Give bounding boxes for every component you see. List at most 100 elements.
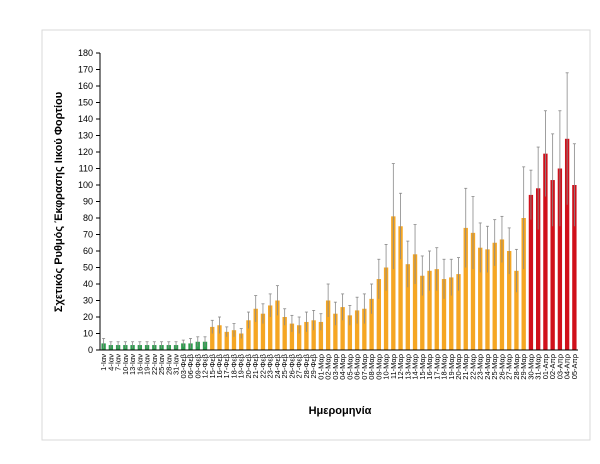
x-tick-label: 04-Απρ xyxy=(563,354,572,379)
bar xyxy=(528,194,534,350)
bar xyxy=(217,325,222,350)
x-tick-label: 16-Μαρ xyxy=(425,354,434,380)
x-tick-label: 06-Φεβ xyxy=(186,353,195,378)
x-tick-label: 02-Μαρ xyxy=(324,354,333,380)
x-tick-label: 19-Μαρ xyxy=(447,354,456,380)
bar xyxy=(376,279,382,350)
x-tick-label: 05-Μαρ xyxy=(345,354,354,380)
x-tick-label: 10-Μαρ xyxy=(382,354,391,380)
bar xyxy=(362,308,367,350)
bar xyxy=(347,315,353,350)
y-tick-label: 160 xyxy=(78,81,93,91)
x-tick-label: 31-Μαρ xyxy=(534,354,543,380)
x-tick-label: 31-Ιαν xyxy=(172,354,181,375)
x-tick-label: 12-Μαρ xyxy=(396,354,405,380)
x-tick-label: 26-Φεβ xyxy=(287,353,296,378)
x-tick-label: 23-Μαρ xyxy=(476,354,485,380)
bar xyxy=(304,321,309,350)
x-tick-label: 27-Μαρ xyxy=(505,354,514,380)
y-tick-label: 40 xyxy=(83,279,93,289)
x-tick-label: 14-Μαρ xyxy=(411,354,420,380)
bar xyxy=(369,298,374,350)
bar xyxy=(253,308,258,350)
y-tick-label: 50 xyxy=(83,263,93,273)
x-tick-label: 02-Απρ xyxy=(548,354,557,379)
x-tick-label: 03-Απρ xyxy=(555,354,564,379)
bar xyxy=(550,180,555,350)
x-tick-label: 04-Μαρ xyxy=(338,354,347,380)
x-tick-label: 30-Μαρ xyxy=(526,354,535,380)
bar xyxy=(557,168,563,350)
bar xyxy=(492,242,497,350)
bar xyxy=(478,247,483,350)
y-tick-label: 150 xyxy=(78,98,93,108)
x-tick-label: 09-Μαρ xyxy=(374,354,383,380)
bar xyxy=(564,138,570,350)
bar xyxy=(340,307,345,350)
x-tick-label: 22-Ιαν xyxy=(150,354,159,375)
x-tick-label: 29-Μαρ xyxy=(519,354,528,380)
bar xyxy=(282,317,287,350)
bar xyxy=(275,300,280,350)
x-tick-label: 16-Φεβ xyxy=(215,353,224,378)
bar xyxy=(311,320,316,350)
x-tick-label: 11-Μαρ xyxy=(389,354,398,379)
bar xyxy=(405,264,410,350)
bar xyxy=(325,300,331,350)
x-tick-label: 18-Φεβ xyxy=(229,353,238,378)
x-tick-label: 1-Ιαν xyxy=(99,354,108,371)
bar xyxy=(427,270,432,350)
bar xyxy=(449,277,454,350)
y-tick-label: 30 xyxy=(83,296,93,306)
y-tick-label: 130 xyxy=(78,131,93,141)
bar xyxy=(514,270,519,350)
y-axis-title: Σχετικός Ρυθμός Έκφρασης Ιικού Φορτίου xyxy=(53,92,65,312)
bar xyxy=(260,313,266,350)
bar xyxy=(318,321,324,350)
x-tick-label: 24-Φεβ xyxy=(273,353,282,378)
x-tick-label: 22-Μαρ xyxy=(468,354,477,380)
bar xyxy=(572,185,577,350)
x-tick-label: 17-Μαρ xyxy=(432,354,441,380)
x-tick-label: 19-Ιαν xyxy=(143,354,152,375)
bar xyxy=(231,330,237,350)
x-tick-label: 28-Μαρ xyxy=(512,354,521,380)
x-tick-label: 03-Φεβ xyxy=(179,353,188,378)
bar xyxy=(535,188,541,350)
x-tick-label: 19-Φεβ xyxy=(237,353,246,378)
bar xyxy=(499,239,505,350)
bar xyxy=(434,269,439,350)
bar xyxy=(210,326,215,350)
x-tick-label: 25-Μαρ xyxy=(490,354,499,380)
bar xyxy=(391,216,396,350)
y-tick-label: 70 xyxy=(83,230,93,240)
bar xyxy=(383,267,389,350)
bar xyxy=(463,227,468,350)
y-tick-label: 180 xyxy=(78,48,93,58)
x-tick-label: 05-Απρ xyxy=(570,354,579,379)
chart-frame xyxy=(41,29,591,441)
bar xyxy=(289,323,295,350)
bar xyxy=(507,251,512,350)
bar xyxy=(268,305,273,350)
x-tick-label: 25-Ιαν xyxy=(157,354,166,375)
y-tick-label: 20 xyxy=(83,312,93,322)
y-tick-label: 100 xyxy=(78,180,93,190)
x-tick-label: 03-Μαρ xyxy=(331,354,340,380)
x-tick-label: 18-Μαρ xyxy=(440,354,449,380)
x-tick-label: 13-Μαρ xyxy=(403,354,412,380)
bar xyxy=(543,153,548,350)
x-tick-label: 10-Ιαν xyxy=(121,354,130,375)
x-tick-label: 25-Φεβ xyxy=(280,353,289,378)
x-tick-label: 22-Φεβ xyxy=(258,353,267,378)
y-tick-label: 90 xyxy=(83,197,93,207)
x-tick-label: 01-Μαρ xyxy=(316,354,325,380)
bar xyxy=(224,331,229,350)
y-tick-label: 10 xyxy=(83,329,93,339)
x-tick-label: 29-Φεβ xyxy=(309,353,318,378)
bar xyxy=(412,254,418,350)
x-tick-label: 27-Φεβ xyxy=(295,353,304,378)
y-tick-label: 140 xyxy=(78,114,93,124)
